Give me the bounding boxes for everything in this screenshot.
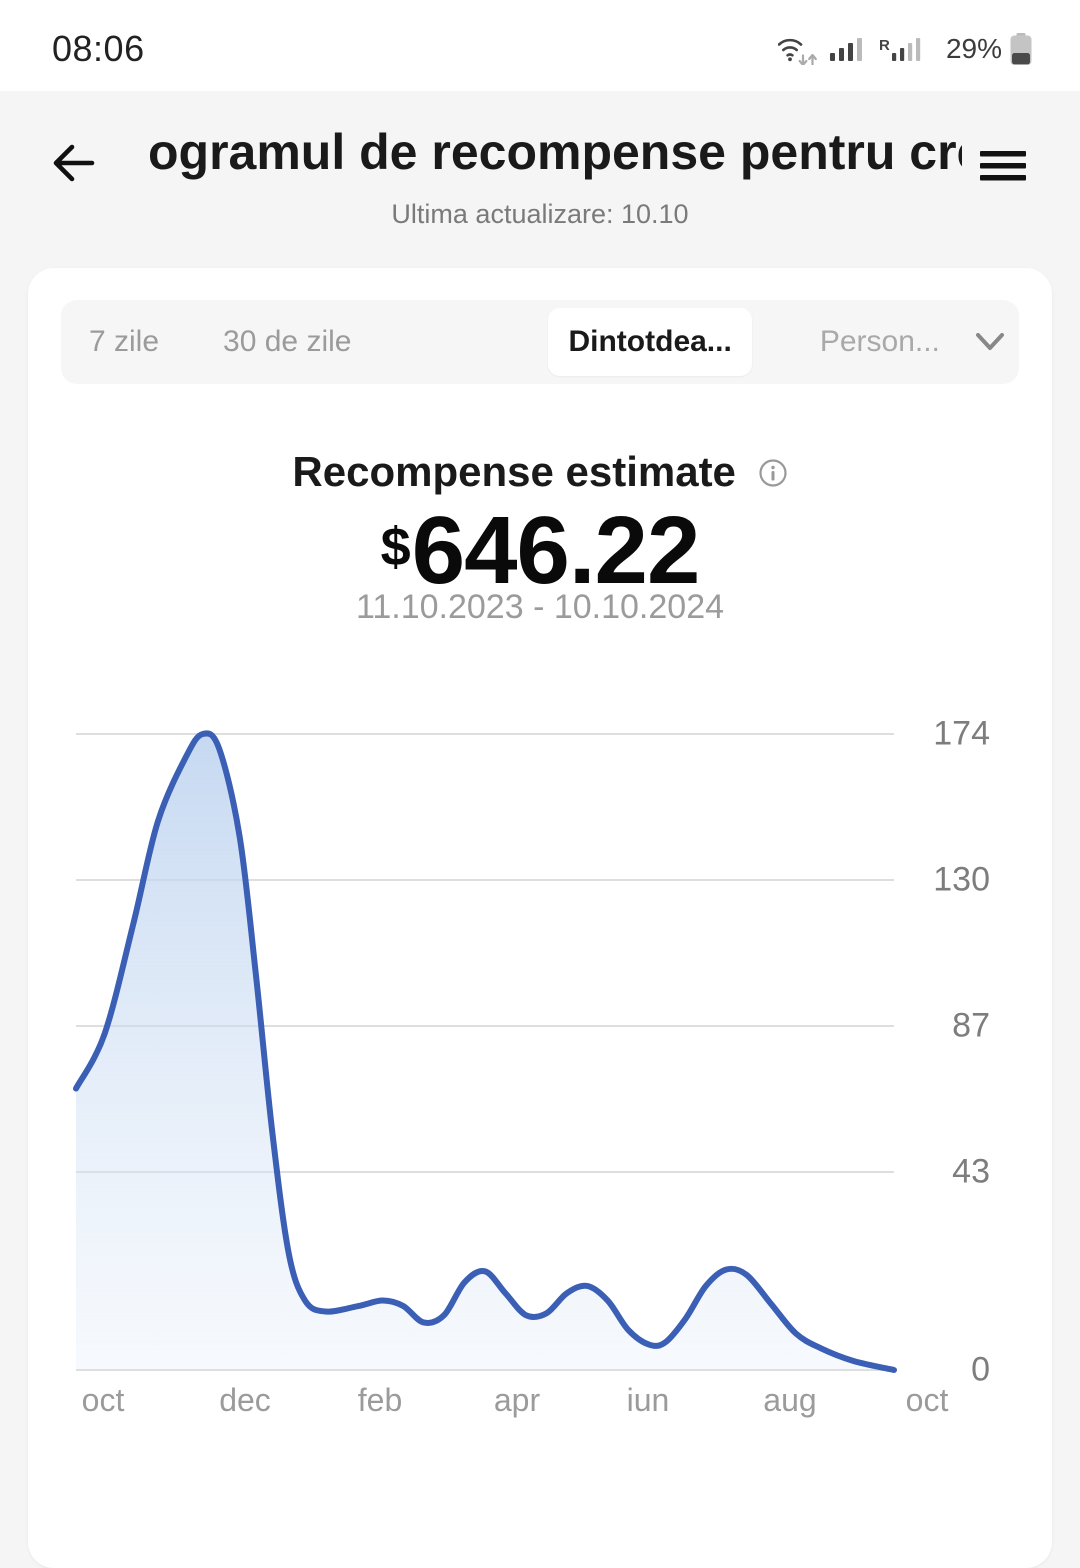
svg-text:R: R — [880, 37, 890, 54]
